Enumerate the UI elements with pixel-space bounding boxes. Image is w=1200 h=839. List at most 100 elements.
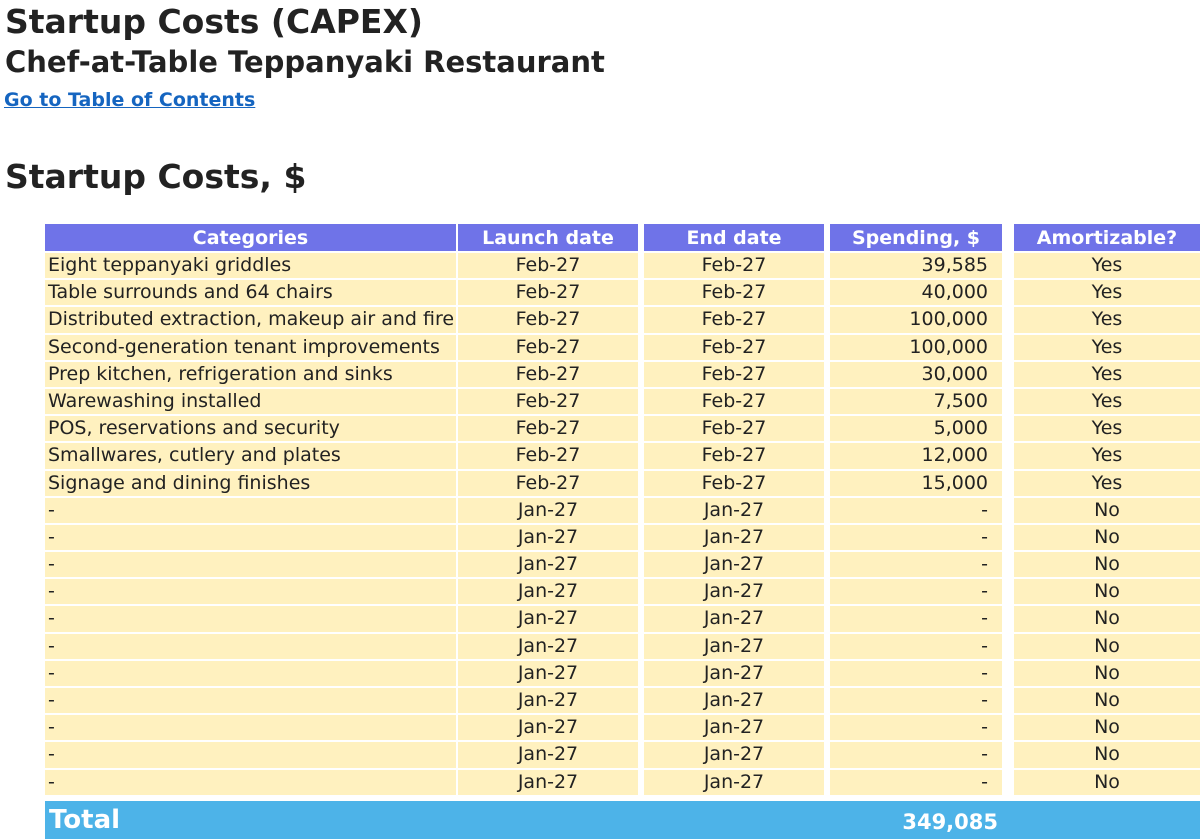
spending-cell[interactable]: 15,000 [830,470,1002,496]
spending-cell[interactable]: 40,000 [830,280,1002,306]
amortizable-cell[interactable]: Yes [1014,361,1200,387]
launch-date-cell[interactable]: Feb-27 [458,361,638,387]
end-date-cell[interactable]: Feb-27 [644,253,824,279]
spending-cell[interactable]: 100,000 [830,334,1002,360]
launch-date-cell[interactable]: Feb-27 [458,280,638,306]
category-cell[interactable]: - [45,633,456,659]
category-cell[interactable]: - [45,688,456,714]
end-date-cell[interactable]: Feb-27 [644,307,824,333]
amortizable-cell[interactable]: No [1014,606,1200,632]
end-date-cell[interactable]: Jan-27 [644,742,824,768]
launch-date-cell[interactable]: Jan-27 [458,524,638,551]
category-cell[interactable]: - [45,524,456,551]
category-cell[interactable]: - [45,715,456,741]
category-cell[interactable]: Signage and dining finishes [45,470,456,496]
category-cell[interactable]: - [45,742,456,768]
category-cell[interactable]: - [45,497,456,523]
launch-date-cell[interactable]: Feb-27 [458,443,638,469]
amortizable-cell[interactable]: Yes [1014,470,1200,496]
amortizable-cell[interactable]: No [1014,715,1200,741]
spending-cell[interactable]: 7,500 [830,388,1002,415]
amortizable-cell[interactable]: No [1014,769,1200,795]
category-cell[interactable]: Prep kitchen, refrigeration and sinks [45,361,456,387]
launch-date-cell[interactable]: Feb-27 [458,253,638,279]
amortizable-cell[interactable]: Yes [1014,416,1200,442]
spending-cell[interactable]: - [830,633,1002,659]
amortizable-cell[interactable]: No [1014,742,1200,768]
spending-cell[interactable]: - [830,688,1002,714]
end-date-cell[interactable]: Jan-27 [644,579,824,605]
category-cell[interactable]: Distributed extraction, makeup air and f… [45,307,456,333]
category-cell[interactable]: - [45,552,456,578]
category-cell[interactable]: - [45,606,456,632]
launch-date-cell[interactable]: Feb-27 [458,388,638,415]
category-cell[interactable]: Eight teppanyaki griddles [45,253,456,279]
spending-cell[interactable]: 30,000 [830,361,1002,387]
amortizable-cell[interactable]: Yes [1014,253,1200,279]
launch-date-cell[interactable]: Jan-27 [458,579,638,605]
end-date-cell[interactable]: Feb-27 [644,334,824,360]
end-date-cell[interactable]: Feb-27 [644,361,824,387]
amortizable-cell[interactable]: No [1014,688,1200,714]
spending-cell[interactable]: - [830,742,1002,768]
end-date-cell[interactable]: Jan-27 [644,497,824,523]
category-cell[interactable]: - [45,660,456,686]
spending-cell[interactable]: - [830,524,1002,551]
launch-date-cell[interactable]: Jan-27 [458,688,638,714]
amortizable-cell[interactable]: No [1014,633,1200,659]
launch-date-cell[interactable]: Jan-27 [458,633,638,659]
end-date-cell[interactable]: Feb-27 [644,280,824,306]
amortizable-cell[interactable]: No [1014,660,1200,686]
category-cell[interactable]: - [45,769,456,795]
end-date-cell[interactable]: Jan-27 [644,524,824,551]
launch-date-cell[interactable]: Feb-27 [458,307,638,333]
amortizable-cell[interactable]: Yes [1014,388,1200,415]
spending-cell[interactable]: - [830,769,1002,795]
category-cell[interactable]: Table surrounds and 64 chairs [45,280,456,306]
end-date-cell[interactable]: Jan-27 [644,633,824,659]
launch-date-cell[interactable]: Jan-27 [458,715,638,741]
amortizable-cell[interactable]: No [1014,579,1200,605]
launch-date-cell[interactable]: Jan-27 [458,606,638,632]
launch-date-cell[interactable]: Jan-27 [458,552,638,578]
spending-cell[interactable]: - [830,715,1002,741]
amortizable-cell[interactable]: Yes [1014,307,1200,333]
end-date-cell[interactable]: Jan-27 [644,688,824,714]
spending-cell[interactable]: - [830,552,1002,578]
end-date-cell[interactable]: Jan-27 [644,552,824,578]
amortizable-cell[interactable]: No [1014,552,1200,578]
end-date-cell[interactable]: Feb-27 [644,416,824,442]
end-date-cell[interactable]: Feb-27 [644,443,824,469]
amortizable-cell[interactable]: Yes [1014,443,1200,469]
category-cell[interactable]: Smallwares, cutlery and plates [45,443,456,469]
end-date-cell[interactable]: Feb-27 [644,470,824,496]
launch-date-cell[interactable]: Feb-27 [458,470,638,496]
spending-cell[interactable]: 100,000 [830,307,1002,333]
launch-date-cell[interactable]: Feb-27 [458,416,638,442]
category-cell[interactable]: POS, reservations and security [45,416,456,442]
category-cell[interactable]: Second-generation tenant improvements [45,334,456,360]
launch-date-cell[interactable]: Jan-27 [458,742,638,768]
category-cell[interactable]: Warewashing installed [45,388,456,415]
spending-cell[interactable]: 12,000 [830,443,1002,469]
spending-cell[interactable]: - [830,660,1002,686]
amortizable-cell[interactable]: Yes [1014,280,1200,306]
amortizable-cell[interactable]: Yes [1014,334,1200,360]
spending-cell[interactable]: 5,000 [830,416,1002,442]
launch-date-cell[interactable]: Feb-27 [458,334,638,360]
launch-date-cell[interactable]: Jan-27 [458,660,638,686]
launch-date-cell[interactable]: Jan-27 [458,769,638,795]
launch-date-cell[interactable]: Jan-27 [458,497,638,523]
spending-cell[interactable]: 39,585 [830,253,1002,279]
spending-cell[interactable]: - [830,497,1002,523]
end-date-cell[interactable]: Jan-27 [644,606,824,632]
spending-cell[interactable]: - [830,579,1002,605]
end-date-cell[interactable]: Feb-27 [644,388,824,415]
category-cell[interactable]: - [45,579,456,605]
end-date-cell[interactable]: Jan-27 [644,769,824,795]
amortizable-cell[interactable]: No [1014,524,1200,551]
spending-cell[interactable]: - [830,606,1002,632]
amortizable-cell[interactable]: No [1014,497,1200,523]
end-date-cell[interactable]: Jan-27 [644,660,824,686]
table-of-contents-link[interactable]: Go to Table of Contents [4,89,256,111]
